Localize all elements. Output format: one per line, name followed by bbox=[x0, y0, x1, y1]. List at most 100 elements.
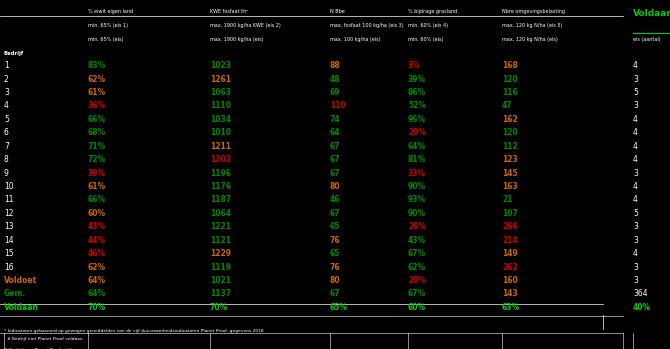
Text: 48: 48 bbox=[330, 75, 340, 83]
Text: 3: 3 bbox=[633, 101, 638, 110]
Text: 4: 4 bbox=[633, 115, 638, 124]
Text: 70%: 70% bbox=[88, 303, 107, 312]
Text: % eiwit eigen land: % eiwit eigen land bbox=[88, 9, 133, 14]
Text: 65: 65 bbox=[330, 222, 340, 231]
Text: 64%: 64% bbox=[408, 142, 426, 151]
Text: 67%: 67% bbox=[408, 249, 426, 258]
Text: 74: 74 bbox=[330, 115, 340, 124]
Text: 7: 7 bbox=[4, 142, 9, 151]
Text: 4: 4 bbox=[633, 182, 638, 191]
Text: 1211: 1211 bbox=[210, 142, 231, 151]
Text: 20%: 20% bbox=[408, 128, 426, 137]
Text: 1064: 1064 bbox=[210, 209, 231, 218]
Text: Nbre omgevingsbelasting: Nbre omgevingsbelasting bbox=[502, 9, 565, 14]
Text: 1221: 1221 bbox=[210, 222, 231, 231]
Text: 3: 3 bbox=[633, 75, 638, 83]
Text: min. 65% (eis 1): min. 65% (eis 1) bbox=[88, 23, 128, 28]
Text: 90%: 90% bbox=[408, 209, 426, 218]
Text: eis (aantal): eis (aantal) bbox=[633, 37, 661, 42]
Text: 266: 266 bbox=[502, 222, 518, 231]
Text: 262: 262 bbox=[502, 263, 518, 272]
Text: 36%: 36% bbox=[88, 101, 106, 110]
Text: 67: 67 bbox=[330, 142, 340, 151]
Text: 40%: 40% bbox=[633, 303, 651, 312]
Text: 8: 8 bbox=[4, 155, 9, 164]
Text: 66%: 66% bbox=[88, 195, 106, 205]
Text: 43%: 43% bbox=[88, 222, 106, 231]
Text: 90%: 90% bbox=[408, 182, 426, 191]
Text: 4: 4 bbox=[633, 128, 638, 137]
Text: 64%: 64% bbox=[88, 290, 106, 298]
Text: 112: 112 bbox=[502, 142, 518, 151]
Text: 69: 69 bbox=[330, 88, 340, 97]
Text: 5: 5 bbox=[633, 88, 638, 97]
Text: 67: 67 bbox=[330, 290, 340, 298]
Text: 81%: 81% bbox=[408, 155, 426, 164]
Text: max. 1900 kg/ha (eis): max. 1900 kg/ha (eis) bbox=[210, 37, 263, 42]
Text: min. 65% (eis): min. 65% (eis) bbox=[88, 37, 123, 42]
Text: 116: 116 bbox=[502, 88, 518, 97]
Text: 71%: 71% bbox=[88, 142, 107, 151]
Text: 80: 80 bbox=[330, 276, 340, 285]
Text: 1121: 1121 bbox=[210, 236, 231, 245]
Text: 46%: 46% bbox=[88, 249, 106, 258]
Text: 4: 4 bbox=[633, 195, 638, 205]
Text: 63%: 63% bbox=[502, 303, 520, 312]
Text: 149: 149 bbox=[502, 249, 518, 258]
Text: 1229: 1229 bbox=[210, 249, 231, 258]
Text: 1110: 1110 bbox=[210, 101, 231, 110]
Text: max. 120 kg N/ha (eis 5): max. 120 kg N/ha (eis 5) bbox=[502, 23, 562, 28]
Text: 62%: 62% bbox=[88, 263, 106, 272]
Text: 93%: 93% bbox=[408, 195, 426, 205]
Text: 83%: 83% bbox=[88, 61, 107, 70]
Text: max. 100 kg/ha (eis): max. 100 kg/ha (eis) bbox=[330, 37, 381, 42]
Text: 52%: 52% bbox=[408, 101, 426, 110]
Text: 214: 214 bbox=[502, 236, 518, 245]
Text: 62%: 62% bbox=[88, 75, 106, 83]
Text: 1302: 1302 bbox=[210, 155, 231, 164]
Text: 3%: 3% bbox=[408, 61, 421, 70]
Text: 1176: 1176 bbox=[210, 182, 231, 191]
Text: 44%: 44% bbox=[88, 236, 106, 245]
Text: max. 120 kg N/ha (eis): max. 120 kg N/ha (eis) bbox=[502, 37, 557, 42]
Text: 88: 88 bbox=[330, 61, 341, 70]
Text: KWE fosfaat th²: KWE fosfaat th² bbox=[210, 9, 249, 14]
Text: 60%: 60% bbox=[408, 303, 426, 312]
Text: 62%: 62% bbox=[408, 263, 426, 272]
Text: 123: 123 bbox=[502, 155, 518, 164]
Text: 67: 67 bbox=[330, 209, 340, 218]
Text: 10: 10 bbox=[4, 182, 13, 191]
Text: * Indicatoren gebaseerd op gewogen gemiddeldes van de vijf duurzaamheidsindicato: * Indicatoren gebaseerd op gewogen gemid… bbox=[4, 329, 263, 333]
Text: 3: 3 bbox=[633, 276, 638, 285]
Text: 21: 21 bbox=[502, 195, 513, 205]
Text: 61%: 61% bbox=[88, 182, 106, 191]
Text: 168: 168 bbox=[502, 61, 518, 70]
Text: 64: 64 bbox=[330, 128, 340, 137]
Text: 162: 162 bbox=[502, 115, 518, 124]
Text: 1261: 1261 bbox=[210, 75, 231, 83]
Text: max. 1900 kg/ha KWE (eis 2): max. 1900 kg/ha KWE (eis 2) bbox=[210, 23, 281, 28]
Text: 64%: 64% bbox=[88, 276, 106, 285]
Text: 47: 47 bbox=[502, 101, 513, 110]
Text: # Bedrijf niet Planet Proof voldaan: # Bedrijf niet Planet Proof voldaan bbox=[7, 337, 83, 341]
Text: 65%: 65% bbox=[330, 303, 348, 312]
Text: 66%: 66% bbox=[88, 115, 106, 124]
Text: 80: 80 bbox=[330, 182, 340, 191]
Text: 33%: 33% bbox=[408, 169, 426, 178]
Text: 5: 5 bbox=[633, 209, 638, 218]
Text: 14: 14 bbox=[4, 236, 13, 245]
Text: 145: 145 bbox=[502, 169, 518, 178]
Text: 39%: 39% bbox=[88, 169, 106, 178]
Text: 26%: 26% bbox=[408, 222, 426, 231]
Text: 1: 1 bbox=[4, 61, 9, 70]
Text: # Bedrijf niet Planet Proof voldaan: # Bedrijf niet Planet Proof voldaan bbox=[4, 348, 80, 349]
Text: 143: 143 bbox=[502, 290, 518, 298]
Text: 3: 3 bbox=[633, 236, 638, 245]
Text: 1023: 1023 bbox=[210, 61, 231, 70]
Text: 3: 3 bbox=[4, 88, 9, 97]
Text: 9: 9 bbox=[4, 169, 9, 178]
Text: 120: 120 bbox=[502, 75, 518, 83]
Text: 4: 4 bbox=[633, 249, 638, 258]
Text: 4: 4 bbox=[633, 61, 638, 70]
Text: min. 60% (eis 4): min. 60% (eis 4) bbox=[408, 23, 448, 28]
